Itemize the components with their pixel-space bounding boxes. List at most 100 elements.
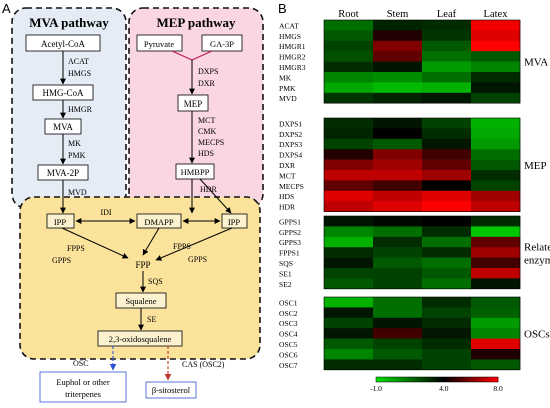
- heatmap-cell: [422, 128, 472, 140]
- row-label: HMGR3: [279, 63, 306, 72]
- enzyme-sqs: SQS: [148, 277, 163, 286]
- color-scale-segment: [386, 377, 389, 382]
- heatmap-cell: [373, 216, 423, 227]
- node-oxidosqualene-label: 2,3-oxidosqualene: [109, 334, 172, 344]
- heatmap-cell: [373, 349, 423, 360]
- color-scale-segment: [485, 377, 489, 382]
- color-scale-segment: [443, 377, 446, 382]
- heatmap-cell: [422, 190, 472, 202]
- heatmap-cell: [373, 338, 423, 350]
- heatmap-cell: [324, 201, 374, 212]
- color-scale-segment: [414, 377, 418, 382]
- heatmap-cell: [373, 297, 423, 308]
- color-scale-label: 4.0: [439, 384, 449, 393]
- heatmap-cell: [373, 159, 423, 171]
- enzyme-mecps: MECPS: [198, 138, 224, 147]
- heatmap-cell: [471, 317, 521, 329]
- group-label: Related: [524, 241, 550, 253]
- node-ipp-right-label: IPP: [228, 217, 241, 227]
- color-scale-segment: [390, 377, 393, 382]
- heatmap-cell: [471, 82, 521, 94]
- heatmap-cell: [422, 236, 472, 248]
- color-scale-segment: [426, 377, 430, 382]
- heatmap-cell: [373, 359, 423, 371]
- mva-title: MVA pathway: [29, 15, 109, 30]
- row-label: SQS: [279, 259, 293, 268]
- color-scale-segment: [469, 377, 472, 382]
- row-label: SE2: [279, 280, 292, 289]
- heatmap-cell: [471, 307, 521, 319]
- heatmap-cell: [422, 307, 472, 319]
- enzyme-gpps-right: GPPS: [188, 255, 207, 264]
- color-scale-segment: [455, 377, 458, 382]
- color-scale-segment: [457, 377, 460, 382]
- heatmap-cell: [422, 51, 472, 62]
- heatmap-cell: [471, 30, 521, 42]
- node-oxidosqualene: [97, 330, 183, 347]
- heatmap-cell: [471, 159, 521, 171]
- color-scale-segment: [384, 377, 387, 382]
- node-pyruvate: [136, 34, 183, 52]
- node-sitosterol: [145, 381, 197, 399]
- heatmap-cell: [471, 278, 521, 290]
- color-scale-segment: [491, 377, 495, 382]
- row-label: MK: [279, 73, 292, 82]
- node-squalene-label: Squalene: [125, 296, 156, 306]
- heatmap-cell: [373, 72, 423, 83]
- heatmap-cell: [324, 307, 374, 319]
- heatmap-cell: [373, 92, 423, 104]
- enzyme-fpps-left: FPPS: [67, 244, 85, 253]
- color-scale-segment: [495, 377, 499, 382]
- heatmap-cell: [422, 359, 472, 371]
- row-label: MECPS: [279, 182, 304, 191]
- heatmap-cell: [373, 30, 423, 42]
- mep-title: MEP pathway: [156, 15, 236, 30]
- heatmap-cell: [324, 82, 374, 94]
- heatmap-cell: [471, 51, 521, 62]
- heatmap-cell: [324, 190, 374, 202]
- heatmap-cell: [471, 236, 521, 248]
- row-label: OSC2: [279, 309, 298, 318]
- heatmap-cell: [324, 72, 374, 83]
- heatmap-cell: [471, 257, 521, 269]
- heatmap-cell: [324, 118, 374, 129]
- node-mva-label: MVA: [53, 122, 73, 132]
- heatmap-cell: [373, 257, 423, 269]
- column-header: Leaf: [437, 9, 457, 20]
- color-scale-segment: [400, 377, 403, 382]
- panel-a-label: A: [2, 1, 11, 16]
- color-scale-segment: [398, 377, 401, 382]
- heatmap-cell: [373, 180, 423, 192]
- color-scale-segment: [447, 377, 450, 382]
- row-label: DXPS1: [279, 119, 302, 128]
- heatmap-cell: [422, 349, 472, 360]
- heatmap-cell: [422, 72, 472, 83]
- node-pyruvate-label: Pyruvate: [144, 39, 174, 49]
- color-scale-segment: [416, 377, 420, 382]
- node-ga3p-label: GA-3P: [210, 39, 234, 49]
- enzyme-hmgr: HMGR: [68, 105, 93, 114]
- heatmap-cell: [324, 257, 374, 269]
- node-ipp-left-label: IPP: [54, 217, 67, 227]
- enzyme-osc: OSC: [73, 359, 89, 368]
- column-header: Stem: [387, 9, 409, 20]
- column-header: Latex: [484, 9, 509, 20]
- row-label: HMGR1: [279, 42, 306, 51]
- node-sitosterol-label: β-sitosterol: [152, 385, 191, 395]
- row-label: OSC3: [279, 319, 298, 328]
- group-border: [323, 19, 521, 104]
- heatmap-cell: [324, 30, 374, 42]
- heatmap-cell: [471, 20, 521, 31]
- heatmap-cell: [422, 247, 472, 258]
- row-label: OSC5: [279, 340, 298, 349]
- heatmap-cell: [422, 297, 472, 308]
- heatmap-cell: [373, 138, 423, 150]
- heatmap-cell: [422, 149, 472, 160]
- color-scale-segment: [451, 377, 454, 382]
- enzyme-hds: HDS: [198, 149, 214, 158]
- enzyme-hdr: HDR: [200, 185, 218, 194]
- node-mva-2p-label: MVA-2P: [47, 168, 79, 178]
- color-scale-segment: [445, 377, 448, 382]
- row-label: OSC6: [279, 350, 298, 359]
- group-border: [323, 117, 521, 212]
